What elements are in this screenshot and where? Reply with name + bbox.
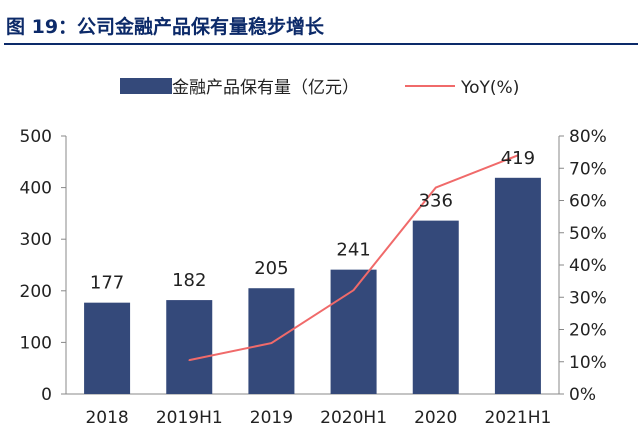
- bar: [494, 177, 541, 394]
- title-divider: [4, 43, 638, 45]
- bar: [330, 269, 377, 394]
- axes: [65, 136, 560, 395]
- right-y-tick-label: 50%: [569, 224, 607, 244]
- bar-data-label: 241: [336, 240, 370, 261]
- bar-data-label: 419: [501, 148, 535, 169]
- x-tick-labels: 2018 2019H1 2019 2020H1 2020 2021H1: [85, 408, 551, 428]
- left-y-tick-label: 400: [20, 179, 52, 199]
- figure-title: 图 19：公司金融产品保有量稳步增长: [6, 16, 325, 38]
- bar-data-label: 182: [172, 270, 206, 291]
- right-y-tick-label: 30%: [569, 288, 607, 308]
- x-tick-label: 2020H1: [320, 408, 387, 428]
- right-y-tick-label: 40%: [569, 256, 607, 276]
- left-y-tick-label: 0: [41, 385, 52, 405]
- legend-bar-label: 金融产品保有量（亿元）: [172, 78, 359, 98]
- yoy-point: [188, 359, 191, 361]
- right-y-tick-label: 20%: [569, 321, 607, 341]
- x-tick-label: 2019: [250, 408, 293, 428]
- bar-data-label: 205: [254, 258, 288, 279]
- yoy-line: [188, 154, 519, 362]
- left-y-tick-label: 100: [20, 333, 52, 353]
- legend: 金融产品保有量（亿元） YoY(%): [120, 78, 519, 98]
- yoy-point: [352, 289, 355, 291]
- left-y-tick-labels: 0 100 200 300 400 500: [20, 127, 66, 405]
- bar-data-label: 177: [90, 273, 124, 294]
- bar-data-label: 336: [419, 191, 453, 212]
- legend-bar-swatch: [120, 78, 172, 94]
- data-labels: 177 182 205 241 336 419: [90, 148, 535, 294]
- yoy-point: [517, 154, 519, 157]
- right-y-tick-label: 10%: [569, 353, 607, 373]
- x-tick-label: 2020: [414, 408, 457, 428]
- x-tick-label: 2018: [85, 408, 128, 428]
- bars: [84, 177, 541, 394]
- right-y-tick-label: 70%: [569, 159, 607, 179]
- right-y-tick-label: 80%: [569, 127, 607, 147]
- bar: [248, 288, 295, 394]
- bar: [84, 302, 131, 394]
- legend-line-label: YoY(%): [460, 78, 519, 98]
- yoy-point: [434, 186, 437, 189]
- right-y-tick-label: 0%: [569, 385, 596, 405]
- right-y-tick-label: 60%: [569, 192, 607, 212]
- left-y-tick-label: 300: [20, 230, 52, 250]
- yoy-point: [270, 342, 273, 344]
- left-y-tick-label: 200: [20, 282, 52, 302]
- bar: [412, 220, 459, 394]
- right-y-tick-labels: 0% 10% 20% 30% 40% 50% 60% 70% 80%: [559, 127, 607, 405]
- x-tick-label: 2021H1: [484, 408, 551, 428]
- bar: [166, 300, 213, 394]
- left-y-tick-label: 500: [20, 127, 52, 147]
- x-tick-label: 2019H1: [156, 408, 223, 428]
